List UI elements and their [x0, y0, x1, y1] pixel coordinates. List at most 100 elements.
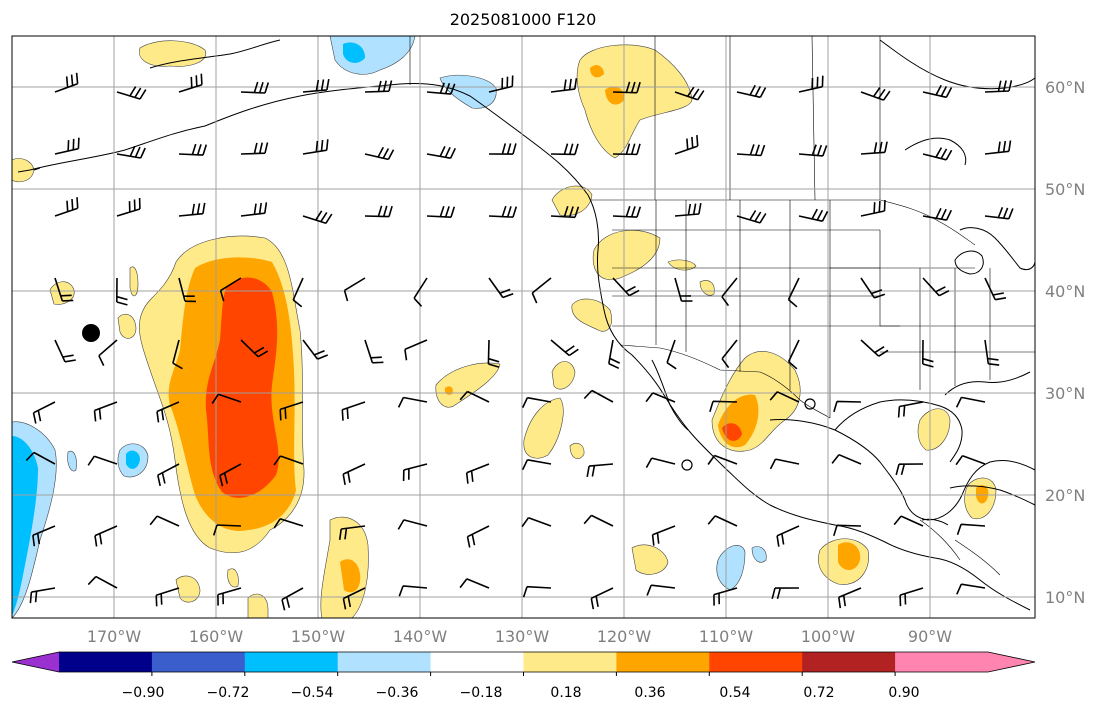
- wind-barb: [522, 585, 552, 598]
- wind-barb: [459, 578, 490, 589]
- wind-barb: [172, 339, 183, 370]
- wind-barb: [713, 587, 738, 606]
- wind-barb: [273, 455, 304, 466]
- wind-barb: [860, 339, 889, 357]
- wind-barb: [94, 525, 118, 547]
- wind-barb: [93, 401, 118, 422]
- wind-barb: [736, 144, 766, 157]
- wind-barb: [178, 277, 197, 303]
- lon-label: 100°W: [801, 627, 856, 646]
- colorbar-segment: [337, 652, 432, 672]
- lon-label: 170°W: [87, 627, 142, 646]
- wind-barb: [787, 339, 800, 370]
- latitude-labels: 60°N 50°N 40°N 30°N 20°N 10°N: [1045, 78, 1085, 607]
- wind-barb: [25, 451, 56, 465]
- wind-barb: [211, 393, 242, 404]
- colorbar-tick-label: 0.36: [634, 685, 665, 701]
- wind-barb: [612, 81, 641, 94]
- field-contours: [11, 35, 997, 619]
- colorbar-tick-label: 0.90: [888, 685, 919, 701]
- wind-barb: [54, 72, 79, 93]
- wind-barb: [397, 519, 428, 530]
- lon-label: 150°W: [291, 627, 346, 646]
- wind-barb: [149, 515, 180, 527]
- lon-label: 90°W: [908, 627, 952, 646]
- wind-barb: [279, 401, 304, 421]
- lat-label: 60°N: [1045, 78, 1085, 97]
- wind-barb: [833, 400, 862, 413]
- wind-barb: [240, 142, 269, 155]
- wind-barb: [984, 277, 1007, 301]
- lon-label: 140°W: [393, 627, 448, 646]
- wind-barb: [550, 143, 579, 156]
- wind-barb: [219, 463, 242, 487]
- lon-label: 160°W: [189, 627, 244, 646]
- wind-barb: [860, 87, 891, 101]
- wind-barb: [984, 207, 1014, 220]
- wind-barb: [709, 400, 738, 413]
- wind-barb: [550, 339, 579, 357]
- colorbar-outline: [11, 651, 1036, 673]
- wind-barb: [273, 518, 304, 529]
- wind-barb: [426, 146, 457, 159]
- wind-barb: [787, 277, 800, 308]
- wind-barb: [674, 277, 693, 302]
- wind-barb: [897, 401, 924, 418]
- wind-barb: [281, 587, 304, 611]
- wind-barb: [521, 459, 552, 471]
- wind-barb: [292, 277, 304, 308]
- wind-barb: [116, 86, 147, 100]
- wind-barb: [54, 277, 74, 302]
- wind-barb: [364, 146, 395, 161]
- wind-barb: [831, 453, 862, 465]
- wind-barb: [341, 401, 366, 421]
- wind-barb: [550, 205, 580, 219]
- colorbar-tick-label: −0.54: [291, 685, 334, 701]
- colorbar-segment: [523, 652, 617, 672]
- wind-barb: [240, 81, 270, 94]
- wind-barb: [465, 463, 490, 484]
- wind-barb: [302, 339, 328, 360]
- colorbar-tick-label: 0.54: [719, 685, 750, 701]
- wind-barb: [240, 202, 268, 217]
- wind-barb: [342, 587, 366, 610]
- colorbar-segment: [244, 652, 339, 672]
- lat-label: 30°N: [1045, 384, 1085, 403]
- wind-barb: [338, 525, 366, 541]
- wind-barb: [721, 277, 738, 307]
- wind-barb: [459, 390, 490, 403]
- wind-barb: [364, 80, 393, 93]
- wind-barb: [736, 84, 767, 99]
- wind-barb: [397, 396, 428, 408]
- wind-barb: [178, 202, 206, 217]
- lat-label: 40°N: [1045, 282, 1085, 301]
- colorbar-segment: [59, 652, 153, 672]
- colorbar-extend-min: [12, 652, 59, 672]
- wind-barb: [798, 208, 829, 222]
- small-circle-marker: [681, 459, 693, 471]
- colorbar-extend-max: [988, 652, 1035, 672]
- colorbar-tick-label: −0.18: [460, 685, 503, 701]
- wind-barb: [32, 401, 56, 424]
- wind-barb: [487, 339, 500, 368]
- wind-barb: [413, 277, 428, 307]
- wind-barb: [769, 391, 800, 403]
- colorbar-segment: [709, 652, 803, 672]
- wind-barb: [798, 75, 824, 93]
- colorbar-tick-label: −0.72: [207, 685, 250, 701]
- wind-barb: [426, 82, 456, 95]
- wind-barb: [29, 587, 56, 604]
- wind-barb: [707, 454, 738, 465]
- political-borders: [409, 35, 1035, 576]
- colorbar-tick-label: 0.72: [803, 685, 834, 701]
- lon-label: 120°W: [597, 627, 652, 646]
- wind-barb: [178, 73, 203, 93]
- wind-barb: [521, 396, 552, 408]
- wind-barb: [612, 277, 640, 297]
- wind-barb: [674, 135, 699, 155]
- colorbar-tick-label: 0.18: [550, 685, 581, 701]
- wind-barb: [984, 80, 1013, 93]
- colorbar-segment: [802, 652, 896, 672]
- wind-barb: [32, 525, 56, 547]
